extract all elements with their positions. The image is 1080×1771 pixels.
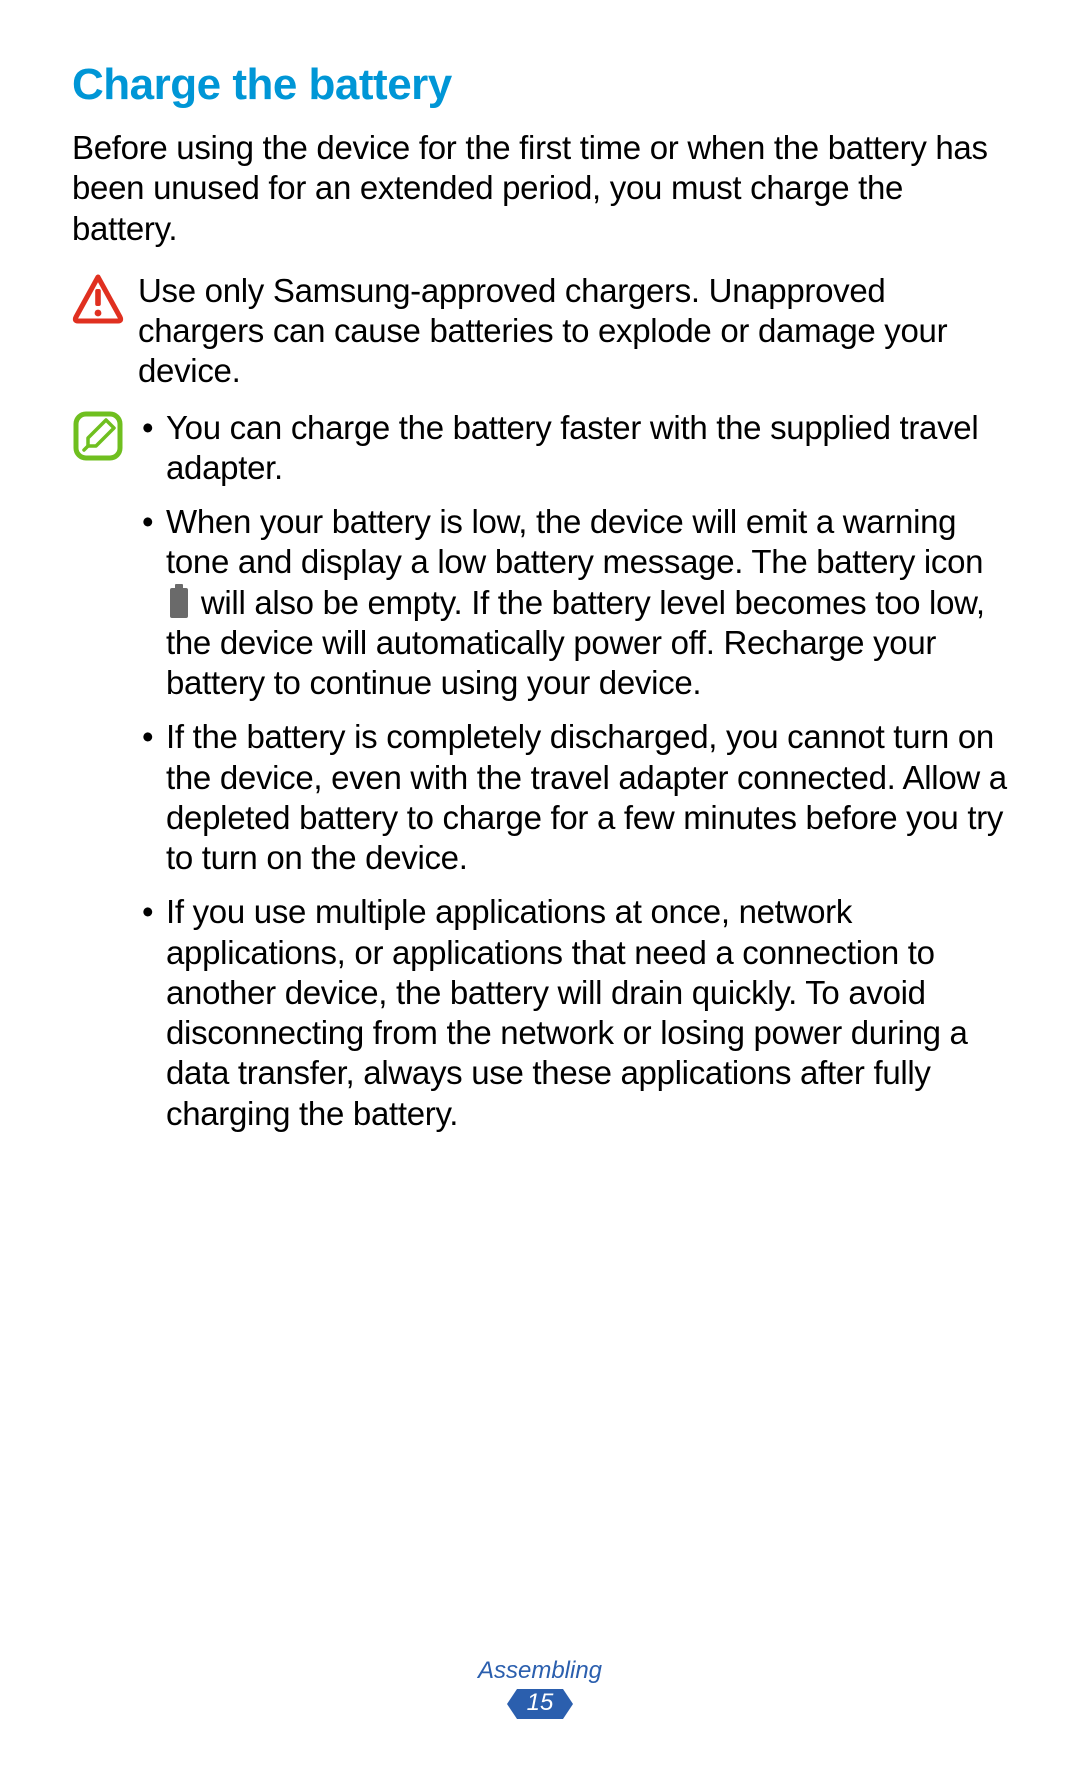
note-callout: You can charge the battery faster with t… — [72, 408, 1008, 1148]
note-icon — [72, 410, 124, 462]
note-item: If the battery is completely discharged,… — [138, 717, 1008, 878]
section-heading: Charge the battery — [72, 60, 1008, 110]
battery-icon — [170, 588, 188, 618]
page-footer: Assembling 15 — [0, 1657, 1080, 1719]
warning-callout: Use only Samsung-approved chargers. Unap… — [72, 271, 1008, 392]
intro-paragraph: Before using the device for the first ti… — [72, 128, 1008, 249]
warning-icon — [72, 273, 124, 325]
warning-text: Use only Samsung-approved chargers. Unap… — [138, 271, 1008, 392]
note-item: If you use multiple applications at once… — [138, 892, 1008, 1134]
page-number-badge: 15 — [517, 1689, 564, 1719]
note-list: You can charge the battery faster with t… — [138, 408, 1008, 1148]
manual-page: Charge the battery Before using the devi… — [0, 0, 1080, 1771]
footer-section-label: Assembling — [0, 1657, 1080, 1685]
note-item: You can charge the battery faster with t… — [138, 408, 1008, 489]
note-item: When your battery is low, the device wil… — [138, 502, 1008, 703]
